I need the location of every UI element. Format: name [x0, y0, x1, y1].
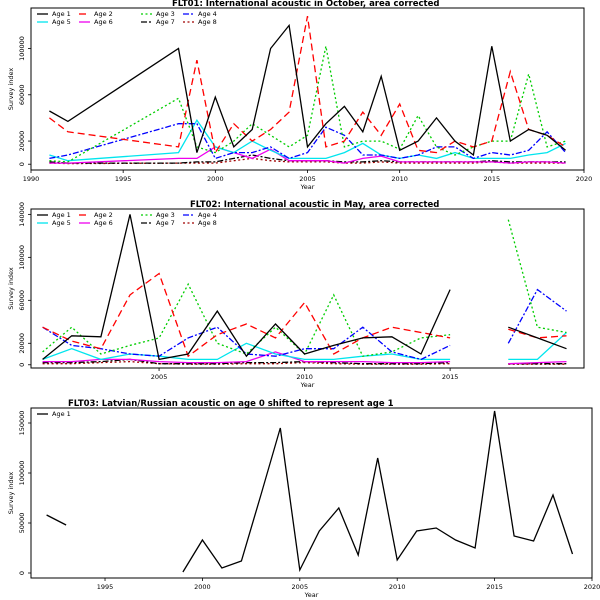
- chart-title: FLT02: International acoustic in May, ar…: [190, 200, 439, 210]
- x-tick-label: 2000: [207, 175, 224, 183]
- y-tick-label: 150000: [18, 411, 26, 436]
- plot-frame: [30, 407, 593, 579]
- x-tick-label: 2020: [576, 175, 593, 183]
- x-tick-label: 2000: [194, 583, 211, 591]
- legend-label: Age 6: [94, 18, 113, 26]
- x-tick-label: 2010: [296, 373, 313, 381]
- x-tick-label: 2020: [584, 583, 600, 591]
- x-axis-label: Year: [300, 381, 315, 389]
- x-tick-label: 2015: [442, 373, 459, 381]
- series-line-age-7: [49, 154, 566, 164]
- legend-label: Age 1: [52, 211, 71, 219]
- legend-label: Age 4: [198, 10, 217, 18]
- y-tick-label: 0: [18, 571, 26, 575]
- x-axis-label: Year: [300, 183, 315, 191]
- series-line-age-2: [42, 272, 567, 358]
- x-tick-label: 1995: [115, 175, 132, 183]
- x-tick-label: 2015: [486, 583, 503, 591]
- series-line-age-5: [42, 332, 567, 361]
- series-line-age-5: [49, 118, 566, 162]
- x-tick-label: 2010: [389, 583, 406, 591]
- series-line-age-2: [49, 15, 566, 155]
- series-line-age-4: [42, 288, 567, 361]
- legend-label: Age 7: [156, 219, 175, 227]
- series-line-age-3: [49, 46, 566, 163]
- legend-label: Age 7: [156, 18, 175, 26]
- legend-label: Age 5: [52, 219, 71, 227]
- y-axis-label: Survey index: [7, 68, 15, 111]
- chart-panel-1: FLT01: International acoustic in October…: [7, 0, 592, 191]
- x-tick-label: 2010: [391, 175, 408, 183]
- y-axis-label: Survey index: [7, 472, 15, 515]
- x-tick-label: 2015: [484, 175, 501, 183]
- legend-label: Age 4: [198, 211, 217, 219]
- y-tick-label: 0: [18, 363, 26, 367]
- legend-label: Age 3: [156, 10, 175, 18]
- legend-label: Age 2: [94, 10, 113, 18]
- y-tick-label: 60000: [18, 290, 26, 311]
- x-tick-label: 2005: [292, 583, 309, 591]
- y-tick-label: 100000: [18, 36, 26, 61]
- chart-title: FLT01: International acoustic in October…: [172, 0, 439, 9]
- series-line-age-1: [46, 410, 574, 573]
- chart-title: FLT03: Latvian/Russian acoustic on age 0…: [68, 399, 394, 409]
- y-tick-label: 60000: [18, 84, 26, 105]
- series-line-age-1: [42, 214, 567, 361]
- x-tick-label: 1990: [23, 175, 40, 183]
- series-line-age-6: [49, 146, 566, 164]
- series-line-age-6: [42, 351, 567, 365]
- y-tick-label: 20000: [18, 131, 26, 152]
- y-tick-label: 0: [18, 162, 26, 166]
- y-tick-label: 100000: [18, 461, 26, 486]
- y-tick-label: 50000: [18, 513, 26, 534]
- x-tick-label: 2005: [151, 373, 168, 381]
- plot-frame: [30, 208, 585, 369]
- x-tick-label: 2005: [299, 175, 316, 183]
- chart-panel-2: FLT02: International acoustic in May, ar…: [7, 200, 585, 389]
- x-axis-label: Year: [304, 591, 319, 599]
- legend-label: Age 8: [198, 18, 217, 26]
- y-tick-label: 140000: [18, 202, 26, 227]
- series-line-age-4: [49, 123, 567, 160]
- chart-panel-3: FLT03: Latvian/Russian acoustic on age 0…: [7, 399, 600, 599]
- series-line-age-3: [42, 219, 567, 357]
- y-tick-label: 20000: [18, 333, 26, 354]
- y-tick-label: 100000: [18, 245, 26, 270]
- legend-label: Age 1: [52, 10, 71, 18]
- legend-label: Age 2: [94, 211, 113, 219]
- legend-label: Age 8: [198, 219, 217, 227]
- legend-label: Age 6: [94, 219, 113, 227]
- y-axis-label: Survey index: [7, 267, 15, 310]
- legend-label: Age 1: [52, 410, 71, 418]
- series-line-age-1: [49, 23, 567, 157]
- legend-label: Age 5: [52, 18, 71, 26]
- x-tick-label: 1995: [97, 583, 114, 591]
- legend-label: Age 3: [156, 211, 175, 219]
